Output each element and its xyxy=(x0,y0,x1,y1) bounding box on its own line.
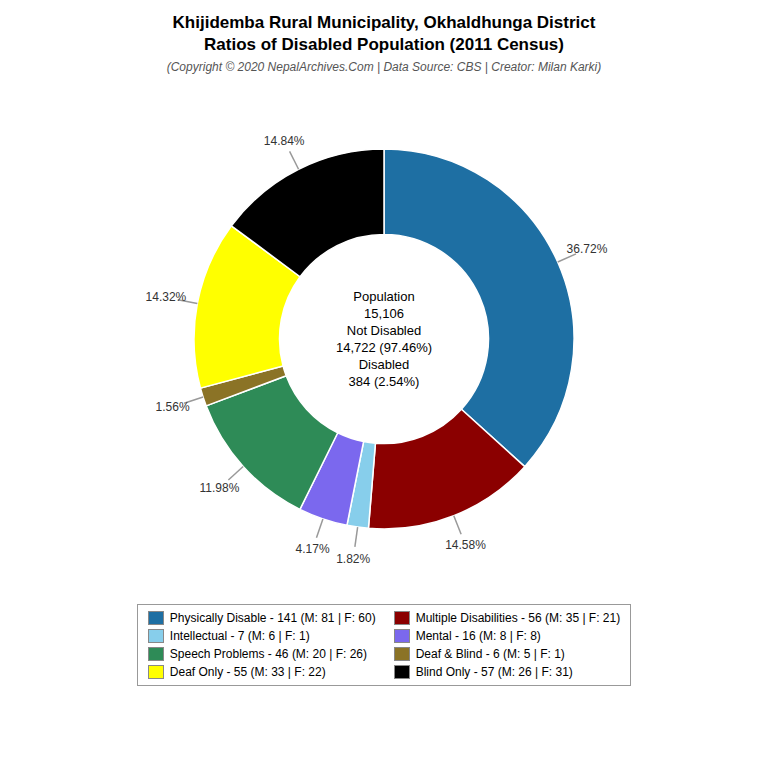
svg-text:4.17%: 4.17% xyxy=(296,542,330,556)
html-text:Blind Only - 57 (M: 26 | F: 31: Blind Only - 57 (M: 26 | F: 31) xyxy=(415,665,573,679)
svg-text:14.58%: 14.58% xyxy=(445,538,486,552)
svg-text:36.72%: 36.72% xyxy=(567,242,608,256)
html-text:15,106: 15,106 xyxy=(364,306,404,321)
html-text:Physically Disable - 141 (M: 8: Physically Disable - 141 (M: 81 | F: 60) xyxy=(169,611,376,625)
svg-text:14.84%: 14.84% xyxy=(264,134,305,148)
html-text:Intellectual - 7 (M: 6 | F: 1): Intellectual - 7 (M: 6 | F: 1) xyxy=(169,629,310,643)
html-text:Deaf Only - 55 (M: 33 | F: 22): Deaf Only - 55 (M: 33 | F: 22) xyxy=(169,665,326,679)
html-text:Khijidemba Rural Municipality,: Khijidemba Rural Municipality, Okhaldhun… xyxy=(172,13,596,32)
html-text:Disabled: Disabled xyxy=(358,357,410,372)
html-text:Deaf & Blind - 6 (M: 5 | F: 1): Deaf & Blind - 6 (M: 5 | F: 1) xyxy=(415,647,565,661)
html-text:Not Disabled: Not Disabled xyxy=(346,323,422,338)
html-text:384 (2.54%): 384 (2.54%) xyxy=(348,374,420,389)
html-text:14,722 (97.46%): 14,722 (97.46%) xyxy=(335,340,433,355)
html-text:Multiple Disabilities - 56 (M:: Multiple Disabilities - 56 (M: 35 | F: 2… xyxy=(415,611,621,625)
html-text:Speech Problems - 46 (M: 20 |: Speech Problems - 46 (M: 20 | F: 26) xyxy=(169,647,367,661)
svg-text:11.98%: 11.98% xyxy=(200,481,240,495)
svg-text:1.56%: 1.56% xyxy=(156,400,190,414)
html-text:(Copyright © 2020 NepalArchive: (Copyright © 2020 NepalArchives.Com | Da… xyxy=(166,60,602,74)
html-text:Population: Population xyxy=(353,289,415,304)
html-text:Ratios of Disabled Population: Ratios of Disabled Population (2011 Cens… xyxy=(204,35,564,54)
svg-text:14.32%: 14.32% xyxy=(146,290,187,304)
html-text:Mental - 16 (M: 8 | F: 8): Mental - 16 (M: 8 | F: 8) xyxy=(415,629,541,643)
svg-text:1.82%: 1.82% xyxy=(336,552,370,566)
